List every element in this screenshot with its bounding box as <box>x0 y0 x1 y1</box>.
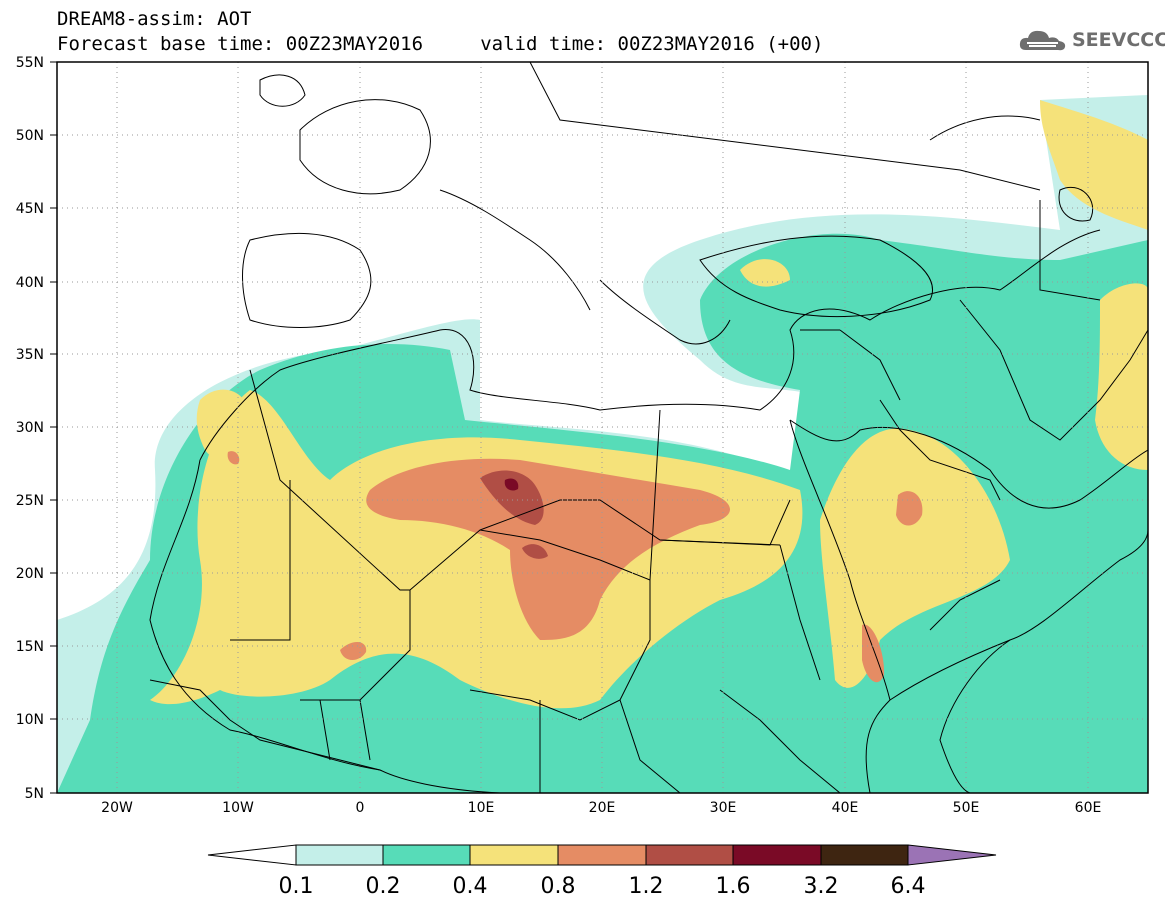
lat-tick-label: 25N <box>16 493 44 509</box>
colorbar-segment <box>382 844 471 866</box>
lat-tick-label: 40N <box>16 275 44 291</box>
lat-tick-label: 5N <box>25 786 44 802</box>
logo-text: SEEVCCC <box>1072 29 1165 51</box>
colorbar-label: 1.6 <box>716 874 751 899</box>
lon-axis: 20W 10W 0 10E 20E 30E 40E 50E 60E <box>101 800 1101 816</box>
lat-tick-label: 20N <box>16 566 44 582</box>
lat-tick-label: 55N <box>16 55 44 71</box>
gridlines <box>57 62 1148 793</box>
lat-tick-label: 15N <box>16 639 44 655</box>
colorbar-over-triangle <box>907 844 997 866</box>
colorbar-labels: 0.1 0.2 0.4 0.8 1.2 1.6 3.2 6.4 <box>279 874 926 899</box>
colorbar-label: 1.2 <box>629 874 664 899</box>
colorbar-label: 0.4 <box>453 874 488 899</box>
lon-tick-label: 10E <box>468 800 495 816</box>
cloud-icon <box>1019 30 1066 51</box>
lon-tick-label: 0 <box>356 800 365 816</box>
lat-axis: 55N 50N 45N 40N 35N 30N 25N 20N 15N 10N … <box>16 55 44 802</box>
lon-tick-label: 40E <box>832 800 859 816</box>
lon-tick-label: 30E <box>710 800 737 816</box>
lat-ticks <box>50 61 57 794</box>
lon-tick-label: 20W <box>101 800 133 816</box>
colorbar-label: 0.2 <box>366 874 401 899</box>
colorbar-segment <box>295 844 384 866</box>
colorbar-segment <box>557 844 647 866</box>
lon-tick-label: 50E <box>953 800 980 816</box>
colorbar-segment <box>732 844 822 866</box>
forecast-time-line: Forecast base time: 00Z23MAY2016 valid t… <box>57 33 824 55</box>
lat-tick-label: 45N <box>16 201 44 217</box>
colorbar-label: 6.4 <box>891 874 926 899</box>
map-title: DREAM8-assim: AOT <box>57 8 252 30</box>
lat-tick-label: 30N <box>16 420 44 436</box>
colorbar-under-triangle <box>207 844 297 866</box>
lat-tick-label: 10N <box>16 712 44 728</box>
colorbar-label: 0.1 <box>279 874 314 899</box>
lon-tick-label: 10W <box>222 800 254 816</box>
lat-tick-label: 50N <box>16 128 44 144</box>
seevccc-logo: SEEVCCC <box>1018 25 1165 55</box>
colorbar-label: 3.2 <box>804 874 839 899</box>
lon-tick-label: 60E <box>1075 800 1102 816</box>
colorbar-segment <box>645 844 734 866</box>
colorbar-segment <box>820 844 909 866</box>
colorbar-label: 0.8 <box>541 874 576 899</box>
lat-tick-label: 35N <box>16 347 44 363</box>
lon-tick-label: 20E <box>589 800 616 816</box>
colorbar <box>207 844 997 866</box>
colorbar-segment <box>469 844 559 866</box>
coastlines-borders <box>149 62 1148 793</box>
